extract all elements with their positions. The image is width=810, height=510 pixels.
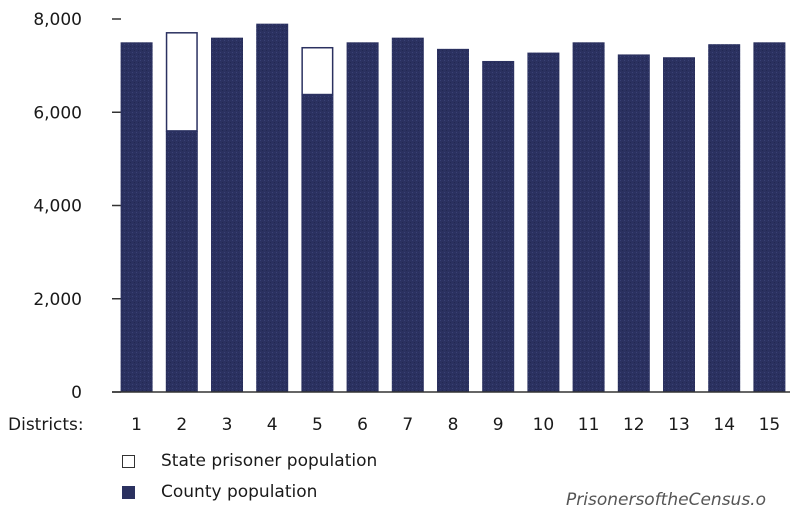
y-tick-label: 2,000 — [33, 290, 82, 310]
bar-county-7 — [391, 37, 424, 393]
x-tick-label: 8 — [448, 415, 459, 435]
x-tick-label: 11 — [578, 415, 600, 435]
legend-swatch-prisoner — [122, 454, 135, 468]
bar-county-12 — [617, 54, 650, 393]
x-tick-label: 10 — [533, 415, 555, 435]
bar-county-9 — [482, 60, 515, 393]
x-tick-label: 2 — [176, 415, 187, 435]
bars — [120, 23, 786, 393]
bar-prisoner-5 — [301, 46, 334, 96]
legend-label-prisoner: State prisoner population — [161, 451, 378, 471]
bar-county-5 — [301, 94, 334, 392]
x-tick-label: 14 — [713, 415, 735, 435]
x-tick-label: 6 — [357, 415, 368, 435]
x-axis-label: Districts: — [8, 415, 84, 435]
x-tick-label: 3 — [222, 415, 233, 435]
bar-county-10 — [527, 52, 560, 392]
x-tick-label: 12 — [623, 415, 645, 435]
x-tick-label: 9 — [493, 415, 504, 435]
bar-county-1 — [120, 42, 153, 392]
y-tick-label: 6,000 — [33, 103, 82, 123]
y-tick-label: 8,000 — [33, 10, 82, 30]
y-tick-label: 0 — [71, 383, 82, 403]
x-tick-label: 1 — [131, 415, 142, 435]
legend-swatch-county — [122, 485, 135, 499]
bar-county-14 — [708, 44, 741, 393]
y-axis: 0 2,000 4,000 6,000 8,000 — [33, 10, 121, 403]
x-tick-label: 5 — [312, 415, 323, 435]
legend-item-county: County population — [122, 482, 317, 502]
bar-county-3 — [211, 37, 243, 393]
x-tick-label: 4 — [267, 415, 278, 435]
legend-label-county: County population — [161, 482, 318, 502]
x-tick-label: 7 — [402, 415, 413, 435]
bar-county-13 — [663, 57, 695, 393]
bar-county-6 — [346, 42, 379, 392]
bar-county-2 — [165, 130, 198, 392]
bar-county-8 — [437, 48, 469, 393]
bar-county-4 — [256, 23, 289, 392]
source-credit: PrisonersoftheCensus.o — [566, 490, 766, 510]
x-tick-label: 13 — [668, 415, 690, 435]
x-tick-label: 15 — [759, 415, 781, 435]
bar-prisoner-2 — [165, 32, 198, 132]
legend-item-prisoner: State prisoner population — [122, 451, 377, 471]
bar-county-15 — [753, 42, 786, 392]
bar-county-11 — [572, 42, 605, 392]
y-tick-label: 4,000 — [33, 197, 82, 217]
